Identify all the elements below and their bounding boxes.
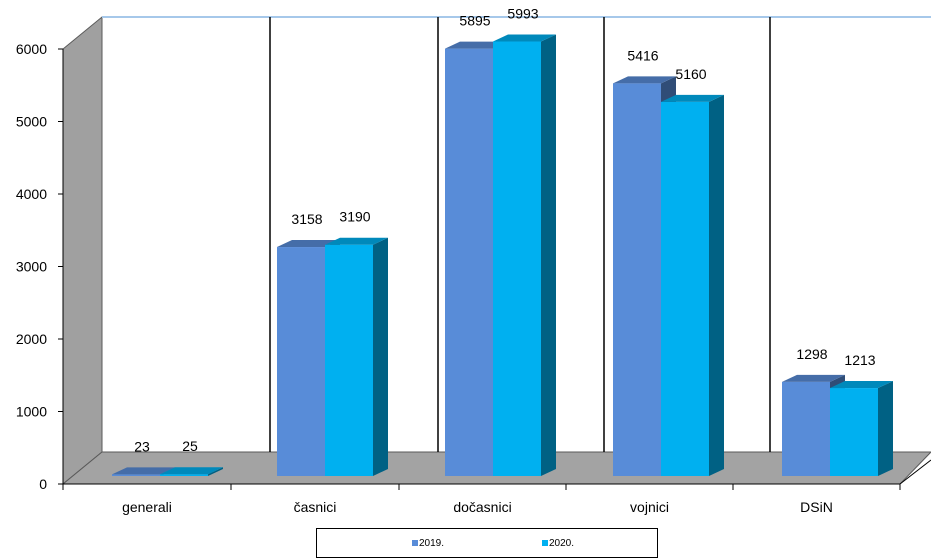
bar-top: [493, 34, 556, 42]
bar-top: [445, 41, 508, 49]
legend-label-2019: 2019.: [419, 538, 445, 549]
bar-front: [613, 83, 661, 476]
legend-item-2019: 2019.: [412, 538, 444, 549]
bar-front: [160, 474, 208, 476]
bar-side: [541, 34, 556, 476]
bar-top: [277, 240, 340, 248]
legend-swatch-2020: [542, 540, 548, 546]
bar-side: [373, 237, 388, 476]
bar-top: [160, 467, 223, 475]
bar-front: [493, 41, 541, 476]
y-tick-label: 0: [39, 476, 47, 492]
data-label: 1213: [844, 352, 875, 368]
y-tick-label: 2000: [16, 331, 47, 347]
legend-label-2020: 2020.: [549, 538, 575, 549]
bar: [325, 237, 388, 476]
side-wall: [62, 15, 103, 486]
data-label: 25: [182, 438, 198, 454]
bar-side: [208, 467, 223, 476]
x-category-label: vojnici: [630, 499, 669, 515]
data-label: 5993: [507, 6, 538, 22]
data-label: 3190: [339, 209, 370, 225]
x-category-label: generali: [122, 499, 172, 515]
bar: [830, 381, 893, 476]
bar-top: [782, 374, 845, 382]
bar-front: [325, 244, 373, 476]
bar-top: [613, 76, 676, 84]
bar-front: [661, 101, 709, 477]
bar: [493, 34, 556, 476]
bar: [160, 467, 223, 476]
y-tick-label: 5000: [16, 114, 47, 130]
bar-front: [830, 388, 878, 476]
bar-top: [830, 381, 893, 389]
x-category-label: dočasnici: [453, 499, 511, 515]
y-tick-label: 3000: [16, 259, 47, 275]
bar-front: [445, 48, 493, 477]
bar-side: [709, 94, 724, 477]
x-category-label: DSiN: [800, 499, 833, 515]
bar: [661, 94, 724, 477]
x-axis-depth-line: [899, 459, 931, 485]
data-label: 5160: [675, 66, 706, 82]
y-tick-label: 6000: [16, 41, 47, 57]
bar-top: [112, 467, 175, 475]
legend-item-2020: 2020.: [542, 538, 574, 549]
y-tick-label: 4000: [16, 186, 47, 202]
bar-side: [878, 381, 893, 476]
legend-swatch-2019: [412, 540, 418, 546]
x-category-label: časnici: [294, 499, 337, 515]
data-label: 1298: [796, 346, 827, 362]
bar-top: [661, 94, 724, 102]
bar-front: [277, 247, 325, 476]
data-label: 23: [134, 438, 150, 454]
data-label: 3158: [291, 211, 322, 227]
y-tick-label: 1000: [16, 404, 47, 420]
bar-front: [112, 474, 160, 476]
bar-front: [782, 381, 830, 476]
legend: 2019. 2020.: [316, 528, 658, 558]
data-label: 5416: [627, 47, 658, 63]
bar-top: [325, 237, 388, 245]
data-label: 5895: [459, 13, 490, 29]
